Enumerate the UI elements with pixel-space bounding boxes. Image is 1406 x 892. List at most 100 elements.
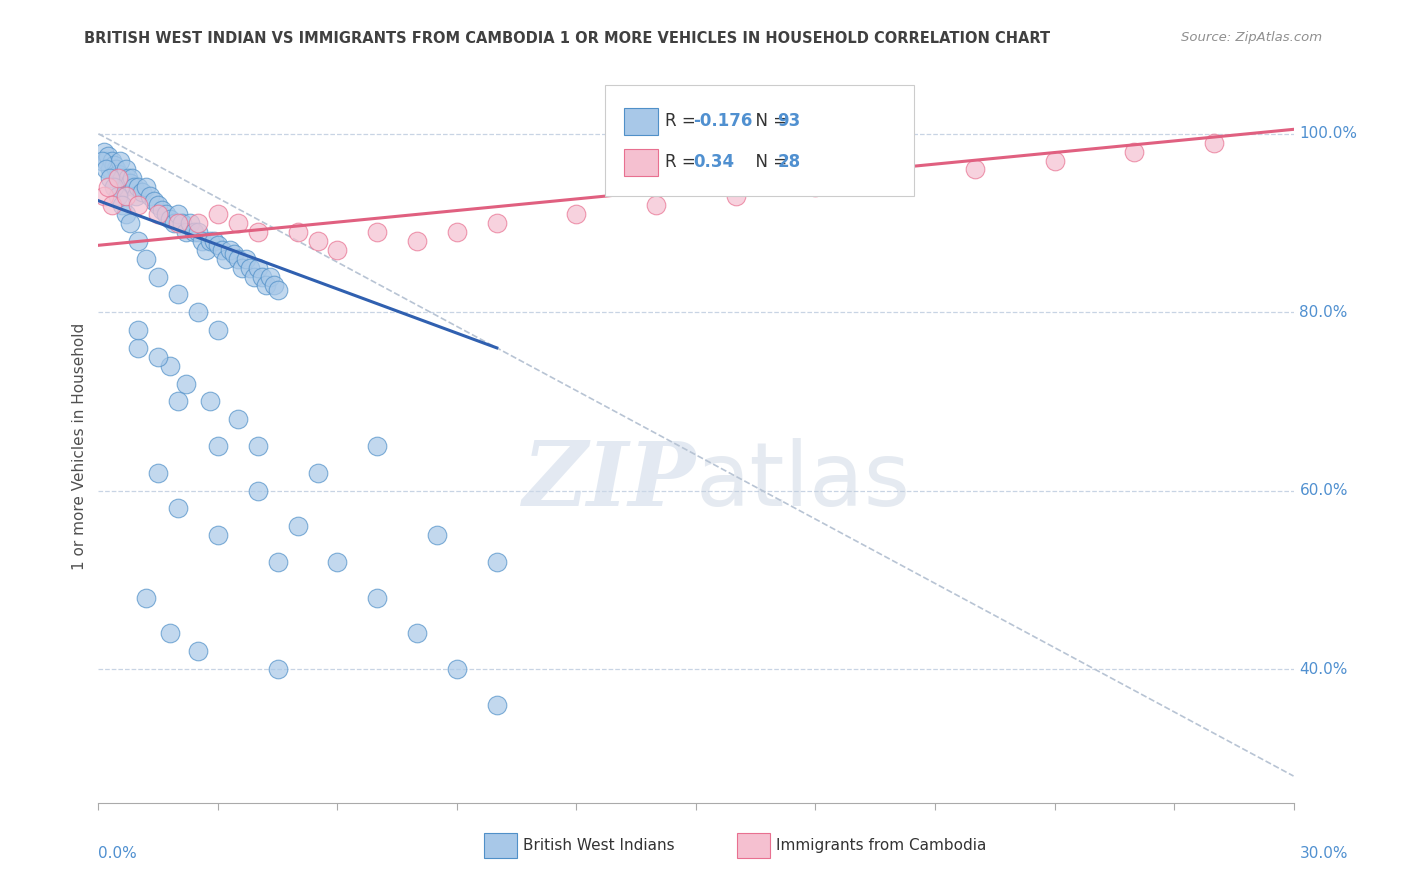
Point — [111, 198, 134, 212]
Point — [159, 211, 181, 226]
Point — [101, 198, 124, 212]
Text: 93: 93 — [778, 112, 801, 130]
Point — [207, 238, 229, 252]
Point — [120, 216, 142, 230]
Point — [167, 287, 190, 301]
Point — [115, 162, 138, 177]
Point — [125, 189, 148, 203]
Point — [406, 626, 429, 640]
Text: 40.0%: 40.0% — [1299, 662, 1348, 676]
Point — [101, 153, 124, 168]
Point — [111, 171, 134, 186]
Point — [148, 269, 170, 284]
Point — [226, 412, 249, 426]
Point — [254, 278, 277, 293]
Point — [215, 252, 238, 266]
Text: 0.34: 0.34 — [693, 153, 734, 171]
Point — [98, 171, 122, 186]
Point — [135, 180, 157, 194]
Point — [226, 252, 249, 266]
Point — [195, 243, 218, 257]
Point — [287, 225, 309, 239]
Point — [96, 153, 118, 168]
Text: 30.0%: 30.0% — [1299, 846, 1348, 861]
Point — [246, 260, 269, 275]
Point — [239, 260, 262, 275]
Point — [884, 171, 907, 186]
Point — [159, 626, 181, 640]
Point — [645, 198, 668, 212]
Point — [207, 207, 229, 221]
Point — [112, 180, 135, 194]
Point — [174, 376, 197, 391]
Point — [97, 149, 120, 163]
Point — [191, 234, 214, 248]
Point — [127, 341, 149, 355]
Point — [91, 153, 114, 168]
Point — [148, 207, 170, 221]
Point — [259, 269, 281, 284]
Point — [124, 180, 146, 194]
Point — [307, 466, 329, 480]
Point — [163, 216, 186, 230]
Point — [115, 189, 138, 203]
Point — [307, 234, 329, 248]
Point — [127, 198, 149, 212]
Point — [179, 216, 201, 230]
Y-axis label: 1 or more Vehicles in Household: 1 or more Vehicles in Household — [72, 322, 87, 570]
Point — [96, 162, 118, 177]
Point — [565, 207, 588, 221]
Point — [107, 171, 129, 186]
Point — [117, 171, 139, 186]
Point — [246, 483, 269, 498]
Point — [366, 591, 388, 605]
Point — [127, 180, 149, 194]
Text: 0.0%: 0.0% — [98, 846, 138, 861]
Point — [202, 234, 225, 248]
Point — [167, 501, 190, 516]
Point — [406, 234, 429, 248]
Point — [167, 216, 190, 230]
Point — [207, 528, 229, 542]
Point — [105, 162, 128, 177]
Point — [235, 252, 257, 266]
Point — [103, 180, 125, 194]
Text: N =: N = — [745, 112, 793, 130]
Text: 100.0%: 100.0% — [1299, 127, 1358, 141]
Point — [97, 180, 120, 194]
Point — [426, 528, 449, 542]
Point — [198, 234, 221, 248]
Point — [167, 207, 190, 221]
Point — [187, 644, 209, 658]
Point — [135, 252, 157, 266]
Text: R =: R = — [665, 153, 702, 171]
Text: British West Indians: British West Indians — [523, 838, 675, 853]
Point — [207, 439, 229, 453]
Point — [446, 225, 468, 239]
Point — [485, 698, 508, 712]
Point — [231, 260, 253, 275]
Point — [485, 216, 508, 230]
Point — [174, 225, 197, 239]
Point — [107, 167, 129, 181]
Point — [326, 555, 349, 569]
Point — [724, 189, 747, 203]
Point — [243, 269, 266, 284]
Text: Immigrants from Cambodia: Immigrants from Cambodia — [776, 838, 987, 853]
Text: Source: ZipAtlas.com: Source: ZipAtlas.com — [1181, 31, 1322, 45]
Point — [246, 439, 269, 453]
Text: N =: N = — [745, 153, 793, 171]
Point — [207, 323, 229, 337]
Point — [150, 202, 173, 217]
Point — [167, 394, 190, 409]
Point — [135, 591, 157, 605]
Point — [148, 350, 170, 364]
Point — [139, 189, 162, 203]
Point — [250, 269, 273, 284]
Point — [183, 225, 205, 239]
Point — [226, 216, 249, 230]
Text: ZIP: ZIP — [523, 439, 696, 524]
Point — [155, 207, 177, 221]
Point — [127, 323, 149, 337]
Point — [143, 194, 166, 208]
